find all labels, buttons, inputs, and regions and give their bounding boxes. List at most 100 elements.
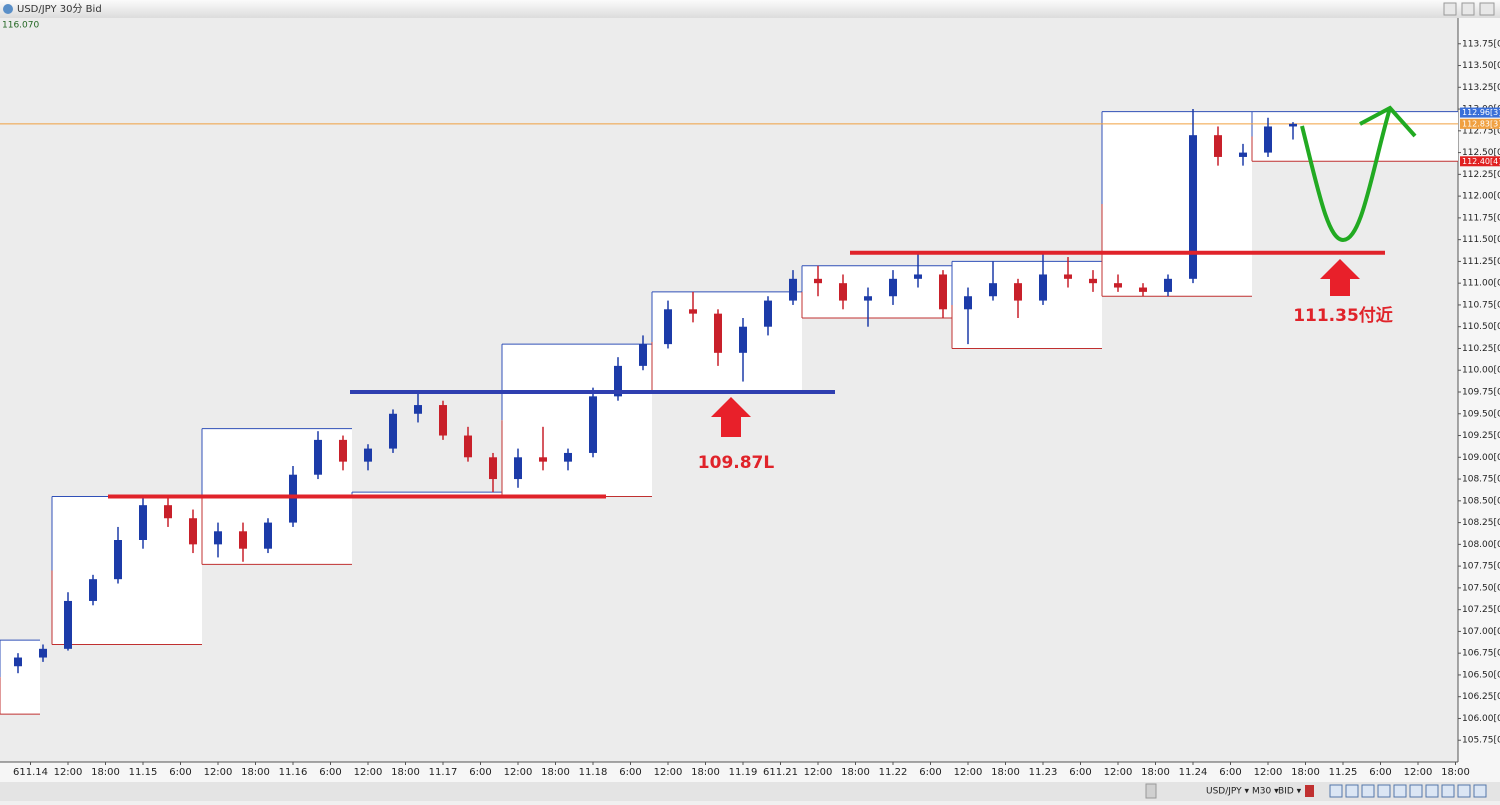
y-tick-label: 106.25[0 [1462,692,1500,702]
candle-body [39,648,47,658]
candle-body [264,522,272,549]
y-tick-label: 113.50[0 [1462,61,1500,71]
price-tag [1460,118,1500,129]
tool-button[interactable] [1441,784,1455,798]
x-tick-label: 12:00 [954,767,983,778]
tool-button[interactable] [1457,784,1471,798]
y-tick-label: 108.00[0 [1462,540,1500,550]
tool-button[interactable] [1361,784,1375,798]
tool-button[interactable] [1409,784,1423,798]
y-tick-label: 108.75[0 [1462,475,1500,485]
candle-body [839,283,847,301]
x-tick-label: 12:00 [354,767,383,778]
projection-curve [1300,107,1392,243]
plot-layer [0,109,1458,715]
candle-body [864,296,872,301]
minimize-button[interactable] [1443,2,1457,16]
candle-body [739,326,747,353]
up-arrow [711,397,751,437]
candle-body [1164,278,1172,292]
x-tick-label: 18:00 [91,767,120,778]
candle-body [639,344,647,366]
candle-body [1114,283,1122,288]
y-tick-label: 111.25[0 [1462,257,1500,267]
x-tick-label: 6:00 [319,767,341,778]
x-tick-label: 11.24 [1179,767,1208,778]
candle-body [689,309,697,314]
x-tick-label: 12:00 [654,767,683,778]
y-tick-label: 113.75[0 [1462,39,1500,49]
candle-body [664,309,672,345]
range-box [502,344,652,497]
tool-button[interactable] [1345,784,1359,798]
y-tick-label: 111.75[0 [1462,213,1500,223]
splitter[interactable] [1145,783,1157,799]
y-tick-label: 108.50[0 [1462,496,1500,506]
y-tick-label: 106.75[0 [1462,649,1500,659]
x-tick-label: 18:00 [541,767,570,778]
candle-body [464,435,472,458]
y-tick-label: 108.25[0 [1462,518,1500,528]
tool-buttons [1305,784,1487,798]
x-tick-label: 11.22 [879,767,908,778]
range-box [952,261,1102,349]
candle-body [289,474,297,523]
side-dropdown[interactable]: BID ▾ [1278,787,1302,797]
candle-body [239,531,247,549]
x-tick-label: 12:00 [1104,767,1133,778]
x-tick-label: 18:00 [991,767,1020,778]
x-tick-label: 6:00 [169,767,191,778]
close-button[interactable] [1479,2,1495,16]
candle-body [614,365,622,397]
annotation: 111.35付近 [1293,305,1393,326]
title-bar [0,0,1500,18]
x-tick-label: 11.17 [429,767,458,778]
candle-body [1064,274,1072,279]
app-icon [3,4,13,14]
candle-body [439,405,447,436]
tool-button[interactable] [1473,784,1487,798]
candle-body [164,505,172,519]
candle-body [339,439,347,462]
price-tag-label: 112.83[3] [1462,119,1500,128]
candle-body [714,313,722,353]
candle-body [214,531,222,545]
tool-button[interactable] [1393,784,1407,798]
x-tick-label: 6:00 [469,767,491,778]
price-tag [1460,107,1500,118]
range-box [1252,111,1458,162]
timeframe-dropdown[interactable]: M30 ▾ [1252,787,1279,797]
y-tick-label: 106.50[0 [1462,670,1500,680]
x-tick-label: 12:00 [54,767,83,778]
x-tick-label: 18:00 [391,767,420,778]
up-arrow [1320,259,1360,296]
candle-body [14,657,22,667]
axis-layer: 105.75[0 106.00[0 106.25[0 106.50[0 106.75[0… [13,39,1500,778]
tool-button[interactable] [1425,784,1439,798]
x-tick-label: 18:00 [1141,767,1170,778]
tool-button[interactable] [1377,784,1391,798]
candle-body [1039,274,1047,301]
tool-button[interactable] [1305,785,1314,797]
y-tick-label: 106.00[0 [1462,714,1500,724]
symbol-dropdown[interactable]: USD/JPY ▾ [1206,787,1250,797]
candle-body [1264,126,1272,153]
y-tick-label: 105.75[0 [1462,736,1500,746]
y-tick-label: 112.00[0 [1462,192,1500,202]
x-tick-label: 11.18 [579,767,608,778]
candle-body [914,274,922,279]
tool-button[interactable] [1329,784,1343,798]
y-tick-label: 110.25[0 [1462,344,1500,354]
candle-body [814,278,822,284]
candle-body [1214,135,1222,157]
x-tick-label: 611.21 [763,767,798,778]
candle-body [789,278,797,301]
range-box [652,291,802,392]
y-tick-label: 107.00[0 [1462,627,1500,637]
maximize-button[interactable] [1461,2,1475,16]
y-tick-label: 112.25[0 [1462,170,1500,180]
y-tick-label: 111.50[0 [1462,235,1500,245]
x-tick-label: 611.14 [13,767,48,778]
y-tick-label: 109.00[0 [1462,453,1500,463]
x-tick-label: 11.19 [729,767,758,778]
